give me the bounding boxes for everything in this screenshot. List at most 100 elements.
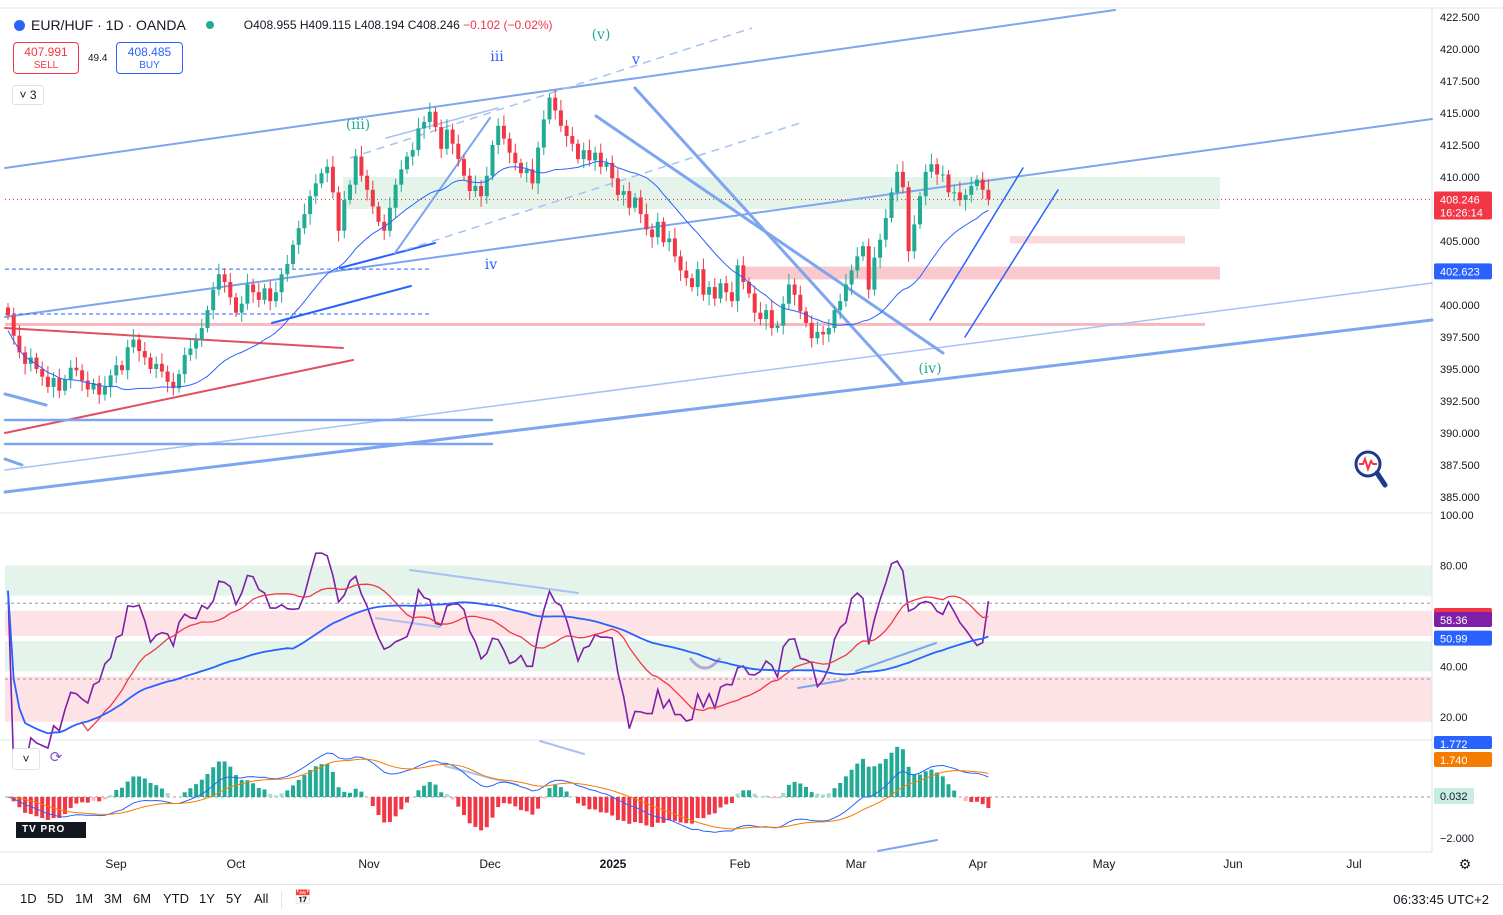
last-price-tag: 408.246 <box>1440 194 1480 206</box>
macd-histogram-bar <box>827 793 831 797</box>
trendline <box>5 328 343 348</box>
candle <box>907 187 911 251</box>
macd-histogram-bar <box>793 782 797 797</box>
timeframe-1m[interactable]: 1M <box>75 891 93 906</box>
candle <box>975 180 979 186</box>
macd-histogram-bar <box>627 797 631 824</box>
macd-histogram-bar <box>679 797 683 822</box>
candle <box>815 332 819 338</box>
macd-histogram-bar <box>416 790 420 797</box>
candle <box>701 269 705 295</box>
candle <box>348 185 352 200</box>
macd-histogram-bar <box>947 784 951 797</box>
candle <box>593 153 597 161</box>
candle <box>52 378 56 387</box>
price-tick-label: 422.500 <box>1440 12 1480 24</box>
candle <box>297 228 301 245</box>
candle <box>565 126 569 136</box>
candle <box>690 278 694 287</box>
refresh-icon[interactable]: ⟳ <box>46 748 66 768</box>
macd-histogram-bar <box>582 797 586 806</box>
macd-histogram-bar <box>964 797 968 801</box>
macd-histogram-bar <box>69 797 73 808</box>
sell-button[interactable]: 407.991 SELL <box>13 42 79 74</box>
macd-histogram-bar <box>821 795 825 797</box>
indicators-collapse-button[interactable]: ˅ 3 <box>12 85 44 105</box>
rsi-mid-zone <box>5 611 1432 636</box>
candle <box>793 285 797 295</box>
timeframe-ytd[interactable]: YTD <box>163 891 189 906</box>
macd-histogram-bar <box>456 797 460 807</box>
symbol-title[interactable]: EUR/HUF · 1D · OANDA <box>31 17 186 33</box>
candle <box>365 176 369 190</box>
macd-histogram-bar <box>605 797 609 813</box>
candle <box>838 301 842 310</box>
timeframe-1y[interactable]: 1Y <box>199 891 215 906</box>
macd-histogram-bar <box>166 793 170 797</box>
candle <box>855 256 859 270</box>
candle <box>63 379 67 391</box>
macd-histogram-bar <box>485 797 489 827</box>
rsi-tick-label: 100.00 <box>1440 510 1474 522</box>
clock-utc[interactable]: 06:33:45 UTC+2 <box>1393 892 1489 907</box>
macd-histogram-bar <box>371 797 375 806</box>
timeframe-6m[interactable]: 6M <box>133 891 151 906</box>
candle <box>861 246 865 256</box>
zoom-magnifier-icon[interactable] <box>1352 449 1388 489</box>
price-tick-label: 415.000 <box>1440 108 1480 120</box>
macd-histogram-bar <box>114 790 118 797</box>
candle <box>399 169 403 184</box>
macd-histogram-bar <box>445 794 449 797</box>
x-tick-label: 2025 <box>600 857 627 871</box>
macd-histogram-bar <box>787 785 791 797</box>
macd-histogram-bar <box>206 774 210 797</box>
x-tick-label: Nov <box>358 857 379 871</box>
macd-histogram-bar <box>377 797 381 815</box>
timeframe-1d[interactable]: 1D <box>20 891 37 906</box>
macd-histogram-bar <box>251 783 255 797</box>
candle <box>576 144 580 159</box>
timeframe-5y[interactable]: 5Y <box>226 891 242 906</box>
candle <box>787 285 791 304</box>
trendline <box>5 320 1432 492</box>
candle <box>114 365 118 375</box>
timeframe-3m[interactable]: 3M <box>104 891 122 906</box>
candle <box>257 292 261 300</box>
rsi-oversold-zone <box>5 676 1432 721</box>
calendar-icon[interactable]: 📅 <box>294 889 314 907</box>
candle <box>952 192 956 193</box>
macd-histogram-bar <box>92 797 96 801</box>
macd-histogram-bar <box>701 797 705 818</box>
price-tick-label: 400.000 <box>1440 300 1480 312</box>
candle <box>776 325 780 328</box>
macd-histogram-bar <box>502 797 506 803</box>
macd-histogram-bar <box>633 797 637 822</box>
price-tick-label: 395.000 <box>1440 364 1480 376</box>
candle <box>302 214 306 228</box>
candle <box>120 365 124 370</box>
macd-histogram-bar <box>359 792 363 797</box>
spread-value: 49.4 <box>88 53 107 64</box>
candle <box>679 256 683 270</box>
chevron-down-icon[interactable]: ˅ <box>12 748 40 770</box>
candle <box>428 112 432 122</box>
macd-histogram-bar <box>622 797 626 821</box>
timeframe-5d[interactable]: 5D <box>47 891 64 906</box>
x-tick-label: Sep <box>105 857 127 871</box>
buy-button[interactable]: 408.485 BUY <box>116 42 183 74</box>
timeframe-all[interactable]: All <box>254 891 268 906</box>
price-tick-label: 385.000 <box>1440 492 1480 504</box>
macd-histogram-bar <box>291 785 295 797</box>
globe-icon <box>14 20 25 31</box>
gear-icon[interactable]: ⚙ <box>1457 856 1473 872</box>
candle <box>479 186 483 196</box>
candle <box>103 387 107 395</box>
candle <box>872 258 876 290</box>
macd-histogram-bar <box>719 797 723 807</box>
candle <box>981 180 985 190</box>
candle <box>371 190 375 207</box>
symbol-header[interactable]: EUR/HUF · 1D · OANDA O408.955 H409.115 L… <box>14 17 553 33</box>
rsi-ma2-tag: 50.99 <box>1440 634 1468 646</box>
price-tick-label: 405.000 <box>1440 236 1480 248</box>
